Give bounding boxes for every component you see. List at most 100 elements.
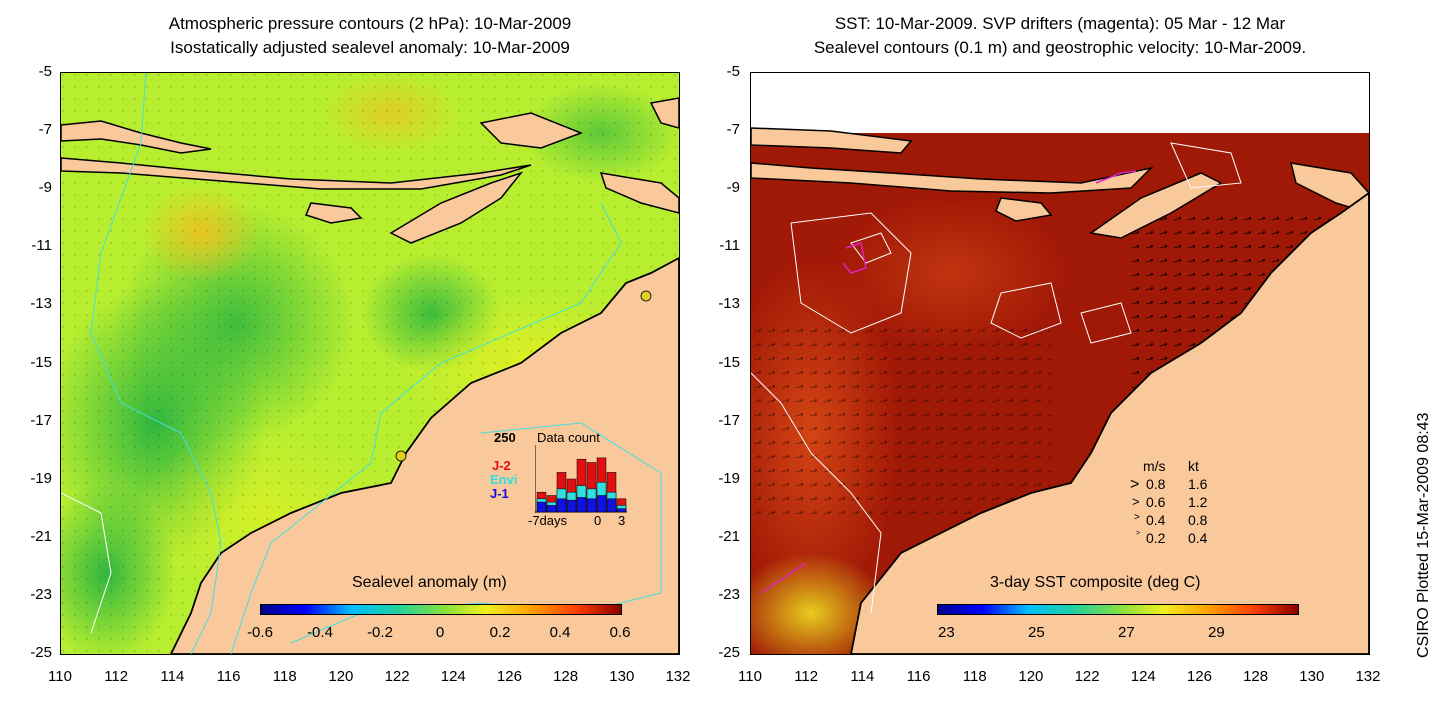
- lon-tick-label: 124: [1130, 668, 1156, 685]
- lon-tick-label: 120: [328, 668, 354, 685]
- lon-tick-label: 130: [609, 668, 635, 685]
- velocity-legend-ms: 0.6: [1146, 494, 1166, 510]
- sst-map: [750, 72, 1370, 655]
- inset-histogram-bar: [616, 508, 627, 513]
- lat-tick-label: -19: [30, 469, 52, 487]
- lon-tick-label: 130: [1299, 668, 1325, 685]
- lon-tick-label: 122: [1074, 668, 1100, 685]
- inset-histogram-bar: [576, 497, 587, 513]
- lon-tick-label: 120: [1018, 668, 1044, 685]
- velocity-legend-arrow-icon: >: [1136, 530, 1141, 537]
- lat-tick-label: -7: [38, 121, 52, 139]
- lat-tick-label: -25: [30, 644, 52, 661]
- inset-ymax-label: 250: [494, 430, 516, 445]
- inset-x-label-start: -7days: [528, 513, 568, 528]
- right-colorbar-tick: 23: [938, 624, 955, 641]
- right-colorbar-tick: 25: [1028, 624, 1045, 641]
- inset-histogram-bar: [566, 499, 577, 513]
- inset-title: Data count: [537, 430, 600, 445]
- velocity-legend-arrow-icon: >: [1134, 512, 1140, 523]
- lon-tick-label: 112: [104, 668, 129, 685]
- inset-series-envi: Envi: [490, 472, 518, 487]
- lat-tick-label: -17: [30, 411, 52, 429]
- lat-tick-label: -21: [30, 527, 52, 545]
- lat-tick-label: -9: [38, 179, 52, 197]
- lat-tick-label: -19: [718, 469, 740, 487]
- left-colorbar-tick: -0.4: [307, 624, 333, 641]
- left-colorbar-tick: -0.2: [367, 624, 393, 641]
- plot-credit: CSIRO Plotted 15-Mar-2009 08:43: [1415, 412, 1432, 658]
- inset-histogram-bar: [596, 495, 607, 513]
- inset-histogram-bar: [606, 498, 617, 513]
- lat-tick-label: -15: [718, 353, 740, 371]
- lon-tick-label: 124: [440, 668, 466, 685]
- lat-tick-label: -13: [718, 295, 740, 313]
- lat-tick-label: -9: [726, 179, 740, 197]
- inset-histogram: [535, 445, 627, 513]
- velocity-legend-kt: 0.8: [1188, 512, 1208, 528]
- lat-tick-label: -23: [30, 585, 52, 603]
- lon-tick-label: 116: [906, 668, 931, 685]
- right-colorbar-tick: 27: [1118, 624, 1135, 641]
- left-colorbar-tick: 0.4: [549, 624, 571, 641]
- left-colorbar-title: Sealevel anomaly (m): [352, 574, 507, 591]
- lon-tick-label: 132: [665, 668, 691, 685]
- lon-tick-label: 114: [850, 668, 875, 685]
- lon-tick-label: 118: [272, 668, 297, 685]
- lon-tick-label: 128: [553, 668, 579, 685]
- lon-tick-label: 114: [160, 668, 185, 685]
- left-colorbar-tick: 0.2: [489, 624, 511, 641]
- lon-tick-label: 132: [1355, 668, 1381, 685]
- left-title-line1: Atmospheric pressure contours (2 hPa): 1…: [168, 14, 572, 33]
- left-colorbar-tick: 0.6: [609, 624, 631, 641]
- velocity-legend-kt: 1.2: [1188, 494, 1208, 510]
- right-title-line1: SST: 10-Mar-2009. SVP drifters (magenta)…: [834, 14, 1286, 33]
- lat-tick-label: -13: [30, 295, 52, 313]
- velocity-legend-ms: 0.4: [1146, 512, 1166, 528]
- lon-tick-label: 112: [794, 668, 819, 685]
- inset-histogram-bar: [586, 498, 597, 513]
- velocity-legend-header-ms: m/s: [1143, 458, 1166, 474]
- lon-tick-label: 122: [384, 668, 410, 685]
- velocity-legend-ms: 0.2: [1146, 530, 1166, 546]
- lat-tick-label: -21: [718, 527, 740, 545]
- lat-tick-label: -15: [30, 353, 52, 371]
- lat-tick-label: -5: [38, 63, 52, 80]
- lon-tick-label: 110: [738, 668, 762, 685]
- lon-tick-label: 126: [1186, 668, 1212, 685]
- velocity-legend-kt: 1.6: [1188, 476, 1208, 492]
- right-title-line2: Sealevel contours (0.1 m) and geostrophi…: [813, 38, 1307, 57]
- velocity-legend-kt: 0.4: [1188, 530, 1208, 546]
- left-colorbar-tick: -0.6: [247, 624, 273, 641]
- lat-tick-label: -5: [726, 63, 740, 80]
- left-colorbar-tick: 0: [435, 624, 445, 641]
- lon-tick-label: 116: [216, 668, 241, 685]
- inset-x-label-end: 3: [618, 513, 626, 528]
- velocity-legend-arrow-icon: >: [1132, 494, 1140, 509]
- lon-tick-label: 128: [1243, 668, 1269, 685]
- lat-tick-label: -11: [719, 237, 740, 255]
- lon-tick-label: 118: [962, 668, 987, 685]
- sealevel-anomaly-map: [60, 72, 680, 655]
- right-colorbar-title: 3-day SST composite (deg C): [990, 574, 1201, 591]
- lat-tick-label: -17: [718, 411, 740, 429]
- inset-x-label-zero: 0: [594, 513, 602, 528]
- left-colorbar: [260, 604, 622, 615]
- lat-tick-label: -7: [726, 121, 740, 139]
- lat-tick-label: -25: [718, 644, 740, 661]
- inset-series-j2: J-2: [492, 458, 511, 473]
- lat-tick-label: -11: [31, 237, 52, 255]
- lon-tick-label: 126: [496, 668, 522, 685]
- inset-histogram-bar: [546, 505, 557, 513]
- velocity-legend-arrow-icon: >: [1130, 476, 1140, 493]
- inset-histogram-bar: [536, 501, 547, 513]
- right-colorbar: [937, 604, 1299, 615]
- right-colorbar-tick: 29: [1208, 624, 1225, 641]
- lat-tick-label: -23: [718, 585, 740, 603]
- velocity-legend-ms: 0.8: [1146, 476, 1166, 492]
- lon-tick-label: 110: [48, 668, 72, 685]
- velocity-legend-header-kt: kt: [1188, 458, 1199, 474]
- left-title-line2: Isostatically adjusted sealevel anomaly:…: [170, 38, 570, 57]
- inset-histogram-bar: [556, 498, 567, 513]
- inset-series-j1: J-1: [490, 486, 509, 501]
